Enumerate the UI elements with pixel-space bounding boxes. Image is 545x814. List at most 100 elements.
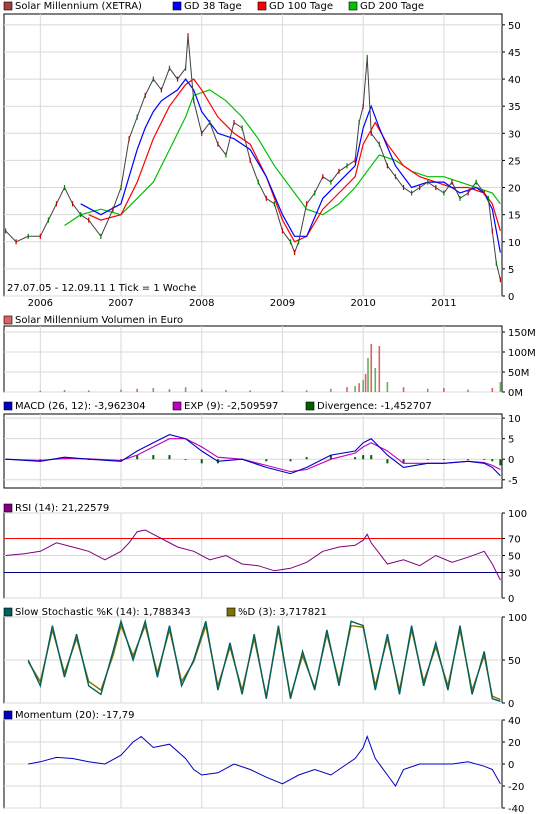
volume-bar <box>39 390 42 392</box>
legend-swatch <box>257 1 267 11</box>
volume-bar <box>426 388 429 392</box>
y-tick-label: 0 <box>508 455 514 466</box>
divergence-bar <box>370 455 373 460</box>
divergence-bar <box>442 459 445 461</box>
y-tick-label: 70 <box>508 535 521 546</box>
volume-bar <box>168 389 171 392</box>
legend-label: GD 38 Tage <box>184 1 242 12</box>
divergence-bar <box>289 459 292 462</box>
y-tick-label: 5 <box>508 435 514 446</box>
y-tick-label: -20 <box>508 782 524 793</box>
volume-bar <box>402 387 405 392</box>
volume-bar <box>63 390 66 392</box>
volume-bar <box>374 368 377 392</box>
divergence-bar <box>483 459 486 461</box>
y-tick-label: 40 <box>508 716 521 727</box>
divergence-bar <box>265 459 268 462</box>
divergence-bar <box>329 455 332 460</box>
range-note: 27.07.05 - 12.09.11 1 Tick = 1 Woche <box>7 283 196 294</box>
x-tick-label: 2007 <box>108 298 133 309</box>
divergence-bar <box>426 459 429 461</box>
volume-bar <box>281 390 284 392</box>
y-tick-label: 40 <box>508 75 521 86</box>
y-tick-label: 20 <box>508 738 521 749</box>
divergence-bar <box>184 459 187 461</box>
y-tick-label: -5 <box>508 476 518 487</box>
x-tick-label: 2010 <box>350 298 375 309</box>
legend-label: EXP (9): -2,509597 <box>184 401 278 412</box>
y-tick-label: 100 <box>508 509 527 520</box>
legend-swatch <box>172 401 182 411</box>
legend-swatch <box>226 607 236 617</box>
macd-line <box>5 434 501 477</box>
divergence-bar <box>402 459 405 464</box>
volume-bar <box>499 382 502 392</box>
y-tick-label: 50 <box>508 552 521 563</box>
y-tick-label: 0 <box>508 292 514 303</box>
panel-frame <box>3 325 503 393</box>
volume-bar <box>87 390 90 392</box>
volume-bar <box>225 390 227 392</box>
y-tick-label: 5 <box>508 265 514 276</box>
y-tick-label: 0 <box>508 594 514 605</box>
y-tick-label: 30 <box>508 129 521 140</box>
y-tick-label: 100M <box>508 348 536 359</box>
y-tick-label: 0 <box>508 760 514 771</box>
y-tick-label: -40 <box>508 804 524 814</box>
y-tick-label: 50M <box>508 368 529 379</box>
volume-bar <box>443 388 445 392</box>
y-tick-label: 100 <box>508 613 527 624</box>
divergence-bar <box>120 459 123 461</box>
y-tick-label: 0M <box>508 388 523 399</box>
divergence-bar <box>362 455 365 460</box>
volume-bar <box>200 389 203 392</box>
legend-label: RSI (14): 21,22579 <box>15 503 109 514</box>
volume-bar <box>346 387 348 392</box>
x-tick-label: 2008 <box>189 298 214 309</box>
divergence-bar <box>491 459 494 462</box>
legend-label: Solar Millennium (XETRA) <box>15 1 142 12</box>
legend-swatch <box>3 503 13 513</box>
gd38-line <box>80 78 501 253</box>
volume-bar <box>354 386 356 392</box>
panel-frame <box>3 413 503 489</box>
stoch-k-line <box>27 618 501 702</box>
x-tick-label: 2006 <box>28 298 53 309</box>
volume-bar <box>136 388 138 392</box>
legend-label: Divergence: -1,452707 <box>317 401 432 412</box>
y-tick-label: 0 <box>508 699 514 710</box>
divergence-bar <box>354 457 357 460</box>
legend-label: GD 100 Tage <box>269 1 333 12</box>
volume-bar <box>305 390 308 392</box>
volume-bar <box>370 344 373 392</box>
divergence-bar <box>136 455 139 460</box>
volume-bar <box>249 390 251 392</box>
y-tick-label: 10 <box>508 414 521 425</box>
legend-swatch <box>3 710 13 720</box>
divergence-bar <box>168 455 171 460</box>
y-tick-label: 10 <box>508 238 521 249</box>
volume-bar <box>491 388 494 392</box>
volume-bar <box>184 387 187 392</box>
volume-bar <box>152 388 155 392</box>
divergence-bar <box>386 459 389 464</box>
y-tick-label: 15 <box>508 211 521 222</box>
divergence-bar <box>305 457 308 460</box>
volume-bar <box>358 383 360 392</box>
legend-label: Slow Stochastic %K (14): 1,788343 <box>15 607 191 618</box>
volume-bar <box>367 358 369 392</box>
y-tick-label: 45 <box>508 48 521 59</box>
volume-bar <box>330 388 332 392</box>
legend-label: Solar Millennium Volumen in Euro <box>15 315 183 326</box>
legend-swatch <box>3 1 13 11</box>
y-tick-label: 35 <box>508 102 521 113</box>
legend-label: %D (3): 3,717821 <box>238 607 327 618</box>
legend-swatch <box>348 1 358 11</box>
gd200-line <box>64 89 501 226</box>
momentum-line <box>28 735 501 787</box>
y-tick-label: 30 <box>508 569 521 580</box>
divergence-bar <box>152 455 155 460</box>
y-tick-label: 50 <box>508 21 521 32</box>
y-tick-label: 20 <box>508 184 521 195</box>
